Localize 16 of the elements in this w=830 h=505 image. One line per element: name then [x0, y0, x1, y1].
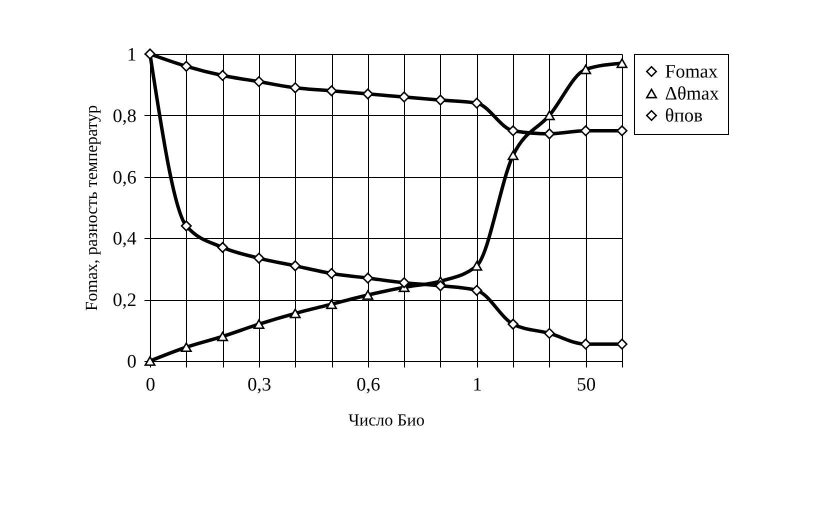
y-axis-title: Fomax, разность температур — [82, 105, 101, 311]
y-tick-label: 0,6 — [112, 167, 136, 188]
y-tick-label: 0,8 — [112, 106, 136, 127]
legend-label: Δθmax — [665, 84, 720, 104]
x-tick-label: 0 — [146, 374, 156, 396]
legend-label: Fomax — [665, 62, 718, 82]
x-tick-label: 0,3 — [248, 374, 272, 396]
x-axis-title: Число Био — [348, 410, 425, 430]
y-tick-label: 0,4 — [112, 228, 137, 250]
y-tick-label: 0 — [127, 352, 136, 372]
y-tick-label: 1 — [127, 44, 136, 66]
x-tick-label: 0,6 — [356, 374, 380, 396]
y-tick-label: 0,2 — [112, 290, 136, 312]
x-tick-label: 1 — [472, 374, 482, 396]
legend-label: θпов — [665, 106, 703, 126]
x-tick-label: 50 — [576, 374, 596, 396]
